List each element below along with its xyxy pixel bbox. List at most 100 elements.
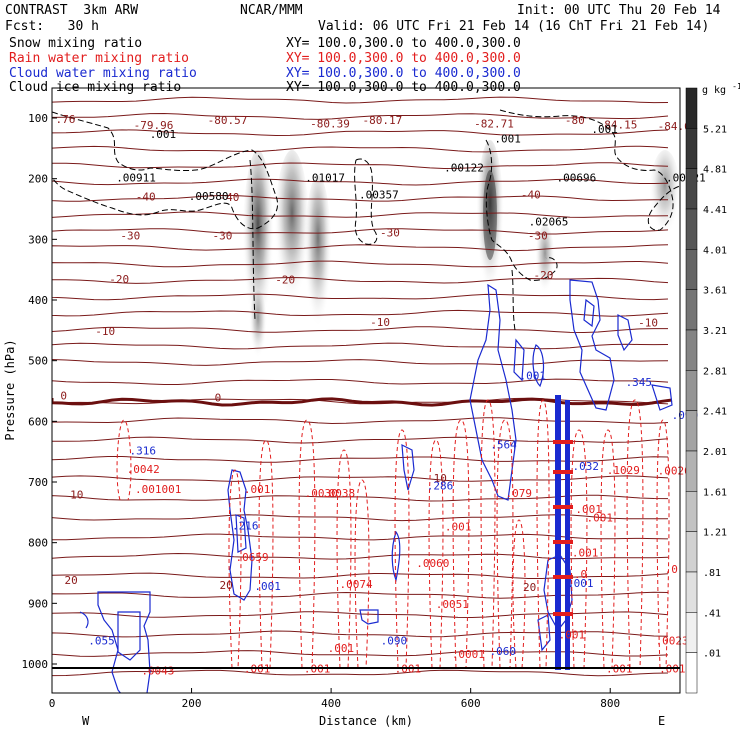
colorbar-level: .81	[703, 568, 721, 579]
isotherm-line	[52, 533, 669, 541]
rain-contour	[536, 399, 550, 669]
temperature-label: -80.39	[310, 118, 350, 131]
rain-contour	[480, 399, 496, 669]
rain-water-label: .1029	[607, 464, 640, 477]
legend-rain-label: Rain water mixing ratio	[9, 51, 190, 66]
y-tick-label: 500	[28, 355, 48, 368]
rain-water-label: .0	[574, 568, 587, 581]
x-tick-label: 200	[182, 697, 202, 710]
rain-water-label: .001	[575, 503, 602, 516]
rain-contour	[512, 519, 526, 669]
isotherm-line	[52, 436, 669, 444]
temperature-label: -10	[370, 316, 390, 329]
cloud-ice-label: .001	[494, 132, 521, 145]
cloud-ice-label: .00911	[116, 172, 156, 185]
cloud-water-contour	[617, 314, 633, 352]
colorbar-level: 4.41	[703, 205, 727, 216]
rain-water-label: .001	[572, 547, 599, 560]
rain-water-label: .0001	[452, 648, 485, 661]
rain-contour	[570, 429, 588, 669]
rain-contour	[452, 419, 470, 669]
y-tick-label: 600	[28, 415, 48, 428]
snow-shading	[242, 140, 680, 370]
cloud-water-contour	[569, 279, 615, 411]
cloud-water-label: .090	[381, 635, 408, 648]
temperature-label: -30	[528, 229, 548, 242]
rain-water-label: .0659	[236, 551, 269, 564]
colorbar-level: 3.61	[703, 286, 727, 297]
cloud-ice-contour	[52, 111, 278, 230]
colorbar-bin	[685, 289, 698, 331]
rain-water-label: .0026	[658, 465, 691, 478]
temperature-label: 0	[60, 389, 67, 402]
colorbar-bin	[685, 329, 698, 371]
rain-water-label: .0042	[127, 463, 160, 476]
temperature-label: -30	[120, 229, 140, 242]
cloud-ice-label: .01017	[305, 172, 345, 185]
cloud-water-contour	[583, 298, 595, 328]
colorbar-bin	[685, 87, 698, 129]
legend-rain-xy: XY= 100.0,300.0 to 400.0,300.0	[286, 51, 521, 66]
x-tick-label: 400	[321, 697, 341, 710]
cloud-water-label: .001	[567, 577, 594, 590]
forecast-hour: Fcst: 30 h	[5, 19, 99, 34]
cloud-ice-contour	[249, 159, 256, 321]
cloud-ice-label: .00696	[556, 172, 596, 185]
rain-water-label: .0023	[656, 635, 689, 648]
y-tick-label: 800	[28, 537, 48, 550]
cloud-water-label: .316	[129, 445, 156, 458]
rain-water-label: .001	[559, 629, 586, 642]
colorbar-bin	[685, 410, 698, 452]
colorbar-bin	[685, 652, 698, 694]
y-tick-label: 100	[28, 112, 48, 125]
temperature-label: 10	[70, 488, 83, 501]
isotherm-line	[52, 358, 669, 366]
colorbar-level: 2.41	[703, 407, 727, 418]
temperature-label: -30	[212, 229, 232, 242]
cloud-water-contour	[469, 283, 517, 501]
cloud-ice-contour	[499, 109, 680, 231]
isotherm-line	[52, 397, 669, 405]
cloud-ice-label: .02065	[529, 215, 569, 228]
colorbar-unit: g kg -1	[702, 82, 740, 96]
cloud-water-contour	[235, 514, 247, 553]
rain-water-label: .0074	[339, 578, 372, 591]
temperature-label: -20	[275, 274, 295, 287]
x-tick-label: 0	[49, 697, 56, 710]
colorbar-bin	[685, 168, 698, 210]
isotherm-line	[52, 276, 669, 284]
colorbar-level: 4.81	[703, 165, 727, 176]
cloud-ice-label: .00122	[444, 161, 484, 174]
temperature-label: 0	[215, 391, 222, 404]
colorbar-bin	[685, 249, 698, 290]
cloud-water-contour	[391, 530, 401, 583]
valid-time: Valid: 06 UTC Fri 21 Feb 14 (16 ChT Fri …	[318, 19, 710, 34]
isotherm-line	[52, 591, 669, 599]
cloud-water-contour	[651, 384, 673, 411]
isotherm-line	[52, 669, 669, 677]
cloud-ice-contour	[511, 269, 516, 331]
cloud-water-contour	[401, 443, 415, 491]
colorbar-level: 5.21	[703, 124, 727, 135]
temperature-label: -84.6	[658, 120, 691, 133]
temperature-label: -40	[521, 189, 541, 202]
isotherm-line	[52, 129, 669, 137]
cloud-water-label: .060	[490, 645, 517, 658]
temperature-label: -40	[136, 191, 156, 204]
cloud-ice-label: .00580	[189, 190, 229, 203]
cloud-water-contour	[532, 344, 545, 388]
rain-contour	[394, 429, 410, 669]
y-tick-label: 900	[28, 597, 48, 610]
cloud-water-label: .216	[232, 519, 259, 532]
colorbar-bin	[685, 612, 698, 653]
temperature-label: -20	[109, 273, 129, 286]
temperature-label: -82.71	[474, 118, 514, 131]
cloud-water-contour	[359, 609, 379, 625]
legend-cloud-water-label: Cloud water mixing ratio	[9, 66, 197, 81]
isotherm-line	[52, 378, 669, 385]
colorbar-level: 1.21	[703, 528, 727, 539]
rain-water-label: .0038	[322, 487, 355, 500]
cloud-water-label: .286	[427, 479, 454, 492]
temperature-label: -20	[533, 269, 553, 282]
